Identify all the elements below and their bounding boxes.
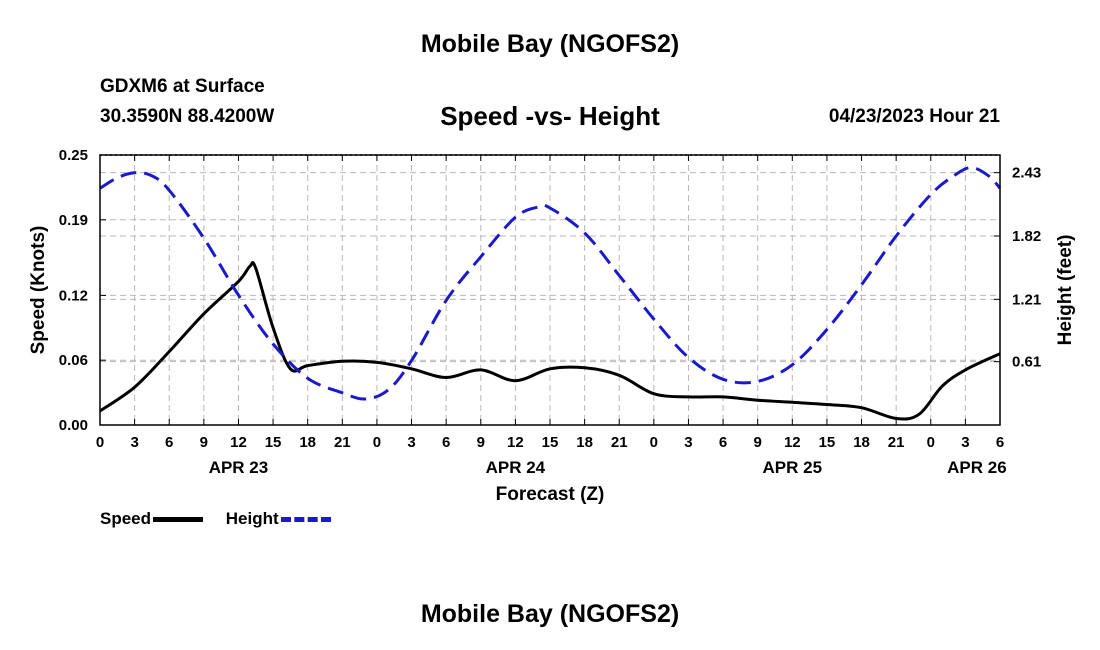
legend-height-label: Height [225, 509, 279, 528]
footer-title: Mobile Bay (NGOFS2) [420, 600, 680, 628]
x-tick-label: 9 [477, 434, 485, 451]
x-axis-label: Forecast (Z) [496, 484, 605, 505]
x-tick-label: 21 [611, 434, 628, 451]
x-tick-label: 6 [165, 434, 173, 451]
x-tick-label: 6 [442, 434, 450, 451]
x-tick-label: 18 [576, 434, 593, 451]
x-tick-label: 3 [130, 434, 138, 451]
legend-height-swatch [280, 516, 331, 522]
x-tick-label: 15 [542, 434, 559, 451]
date-label: APR 25 [763, 458, 823, 477]
series-line-speed [99, 261, 1001, 421]
x-tick-label: 3 [684, 434, 692, 451]
series-line-height [99, 166, 1002, 401]
y2-axis-label: Height (feet) [1055, 235, 1076, 346]
x-tick-label: 0 [373, 434, 381, 451]
y2-tick-label: 2.43 [1012, 165, 1041, 182]
y2-tick-label: 1.82 [1012, 228, 1041, 245]
chart-subtitle: Speed -vs- Height [440, 101, 660, 131]
x-tick-label: 12 [230, 434, 247, 451]
station-coordinates: 30.3590N 88.4200W [100, 106, 275, 127]
x-tick-label: 0 [650, 434, 658, 451]
x-tick-label: 18 [299, 434, 316, 451]
x-tick-label: 9 [200, 434, 208, 451]
x-tick-label: 3 [961, 434, 969, 451]
legend-speed-swatch [153, 516, 204, 522]
x-tick-label: 12 [784, 434, 801, 451]
x-tick-label: 12 [507, 434, 524, 451]
y2-tick-label: 1.21 [1012, 291, 1041, 308]
y-tick-label: 0.12 [59, 287, 88, 304]
y-tick-label: 0.00 [59, 417, 88, 434]
legend-item-height: Height [226, 509, 331, 529]
forecast-datetime: 04/23/2023 Hour 21 [828, 106, 1000, 127]
x-tick-label: 15 [265, 434, 282, 451]
x-tick-label: 3 [407, 434, 415, 451]
x-tick-label: 6 [719, 434, 727, 451]
chart-main-title: Mobile Bay (NGOFS2) [420, 30, 680, 58]
x-tick-label: 21 [334, 434, 351, 451]
y-axis-label: Speed (Knots) [28, 226, 49, 355]
date-label: APR 24 [486, 458, 546, 477]
station-label: GDXM6 at Surface [100, 76, 265, 97]
x-tick-label: 6 [996, 434, 1004, 451]
chart-legend: Speed Height [100, 509, 349, 529]
date-label: APR 26 [947, 458, 1007, 477]
legend-speed-label: Speed [100, 509, 152, 528]
x-tick-label: 18 [853, 434, 870, 451]
x-tick-label: 0 [96, 434, 104, 451]
legend-item-speed: Speed [100, 509, 204, 529]
x-tick-label: 9 [754, 434, 762, 451]
x-tick-label: 15 [819, 434, 836, 451]
x-tick-label: 21 [888, 434, 905, 451]
y-tick-label: 0.06 [59, 352, 88, 369]
y2-tick-label: 0.61 [1012, 354, 1041, 371]
y-tick-label: 0.19 [59, 212, 88, 229]
x-tick-label: 0 [927, 434, 935, 451]
y-tick-label: 0.25 [59, 147, 88, 164]
date-label: APR 23 [209, 458, 269, 477]
